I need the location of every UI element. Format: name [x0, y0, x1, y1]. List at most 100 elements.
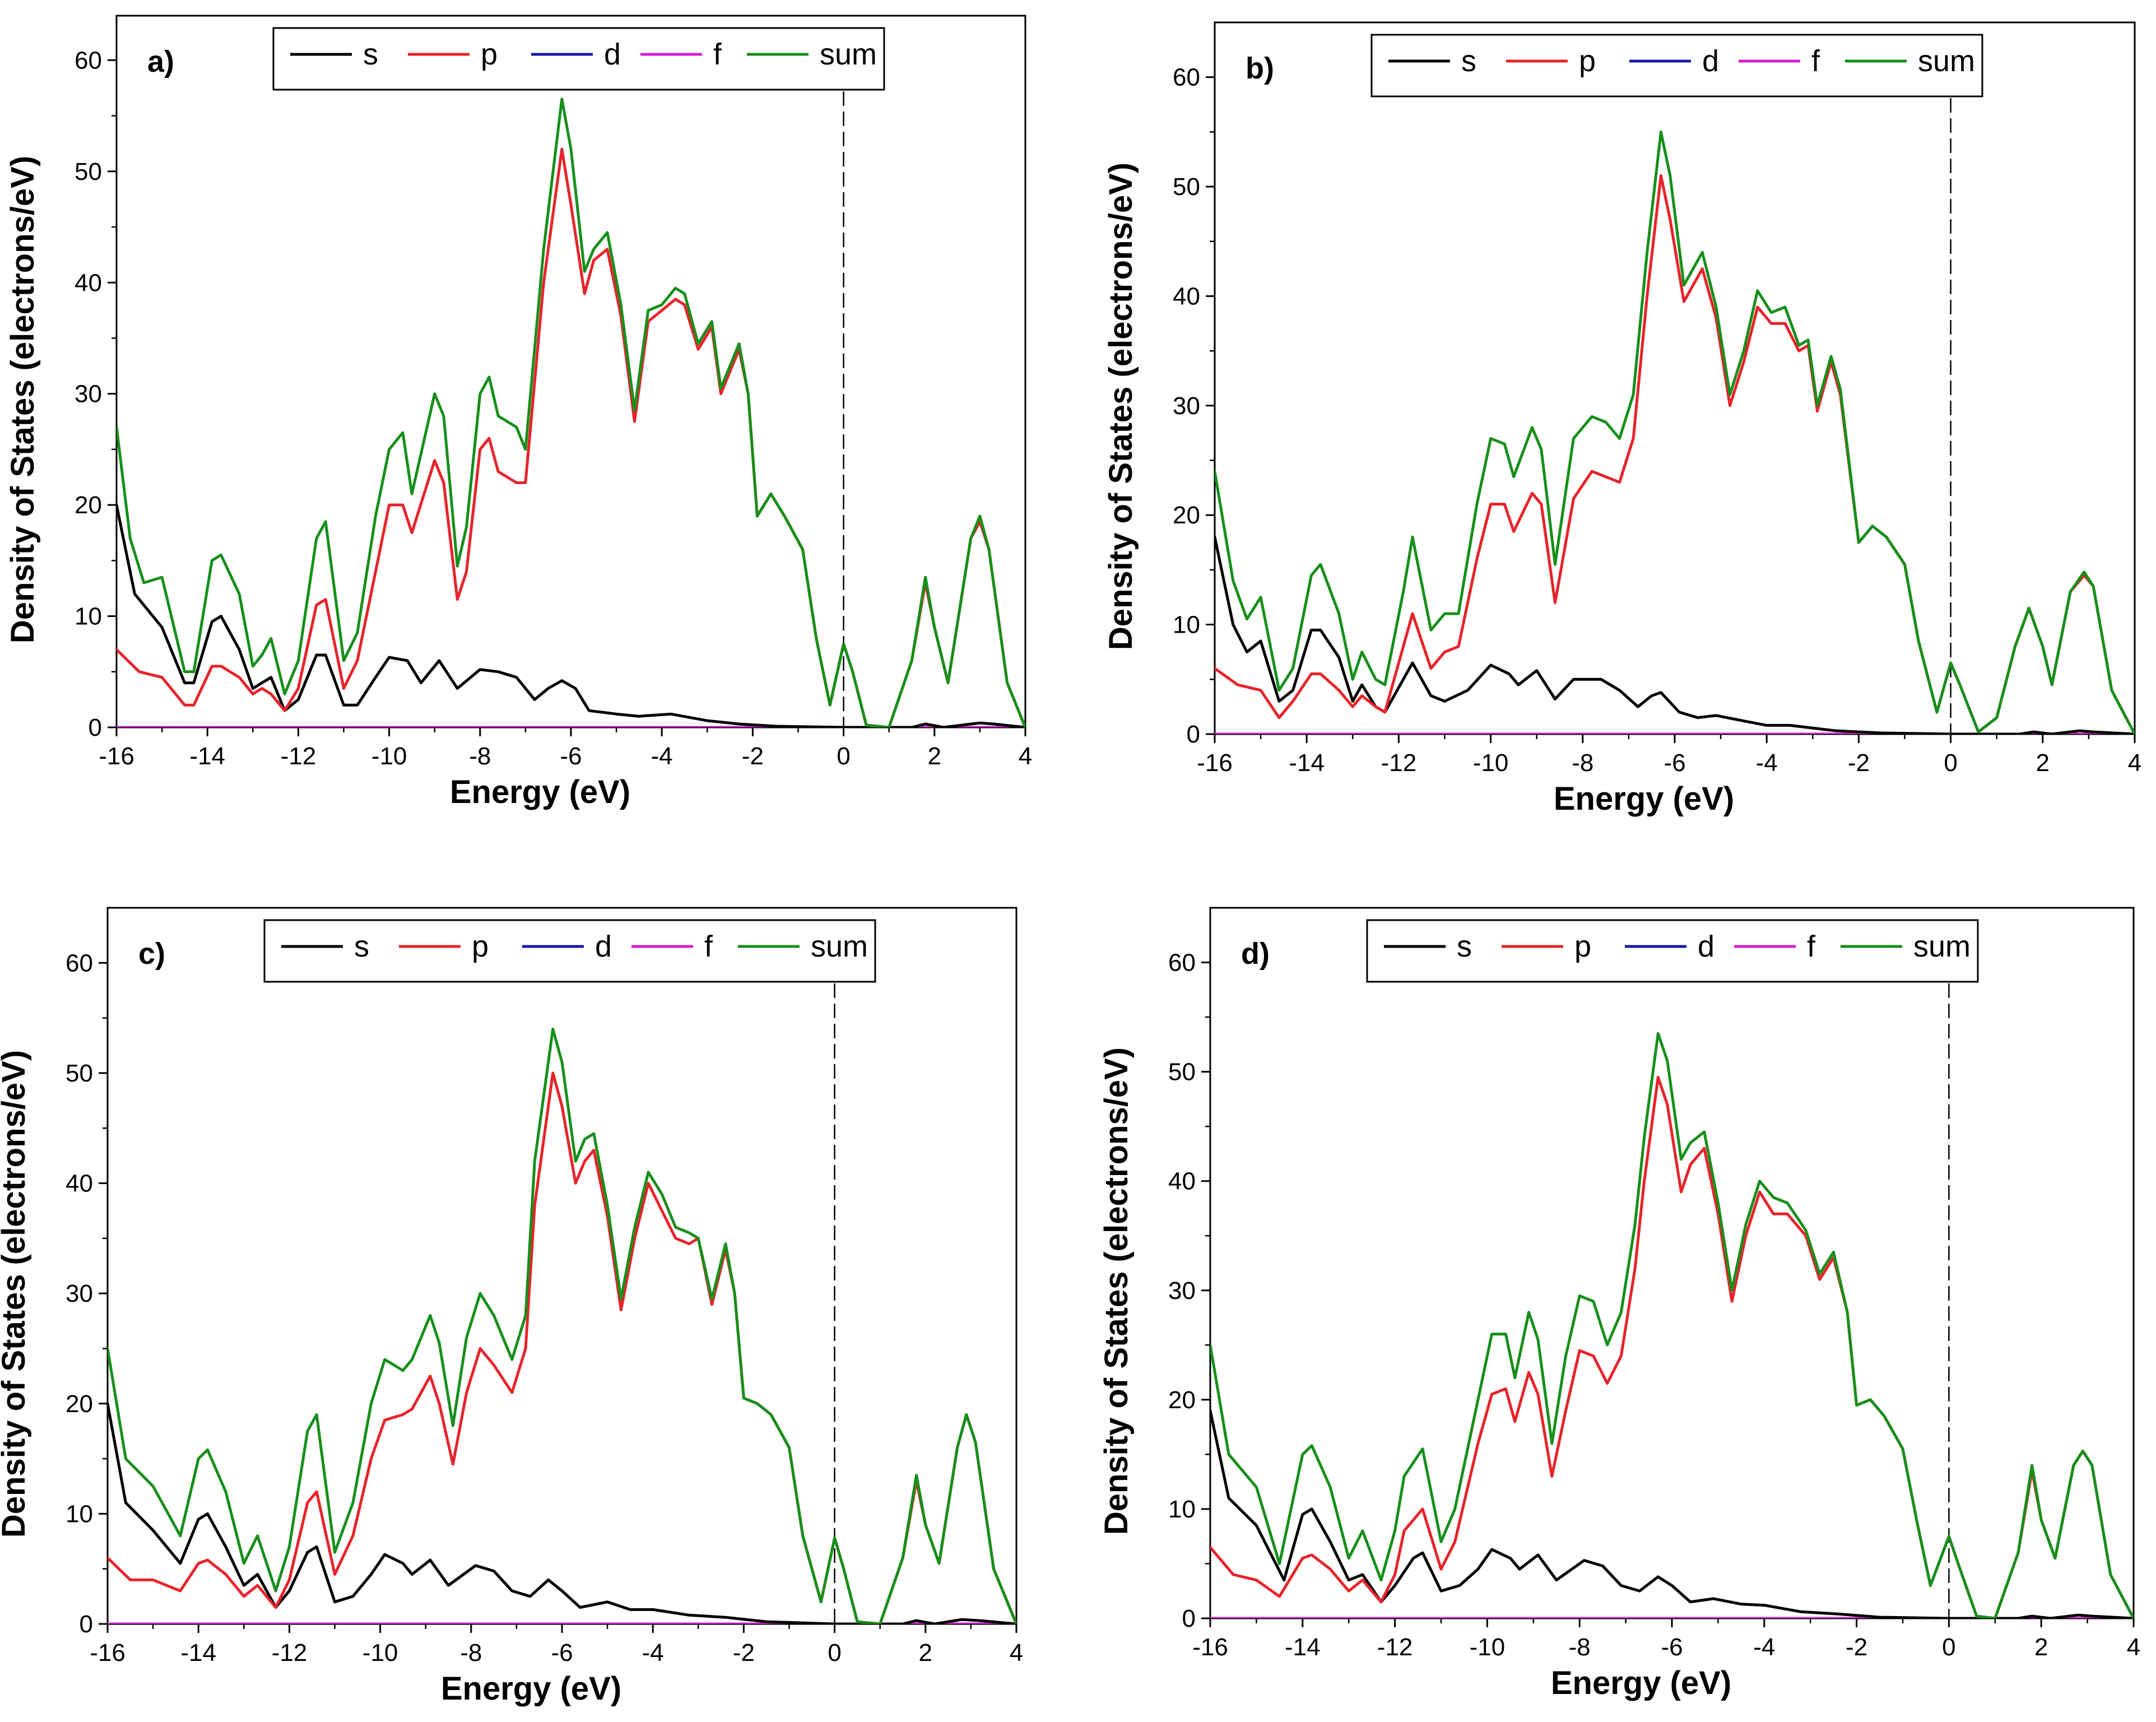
x-tick-label: -2: [1846, 1633, 1867, 1661]
y-tick-label: 10: [66, 1500, 93, 1528]
x-tick-label: -10: [371, 742, 407, 770]
legend-label-sum: sum: [820, 38, 877, 71]
x-axis-title: Energy (eV): [1551, 1665, 1731, 1701]
series-s-line: [1210, 1409, 2134, 1618]
x-tick-label: -12: [281, 742, 317, 770]
x-tick-label: 2: [2034, 1633, 2048, 1661]
x-tick-label: 4: [1010, 1639, 1023, 1667]
x-tick-label: -12: [272, 1639, 308, 1667]
x-tick-label: -4: [642, 1639, 664, 1667]
x-tick-label: -8: [469, 742, 491, 770]
x-tick-label: 2: [919, 1639, 932, 1667]
x-tick-label: 0: [837, 742, 850, 770]
legend-label-sum: sum: [1918, 44, 1975, 78]
legend-label-s: s: [1457, 930, 1472, 963]
legend-label-d: d: [604, 38, 621, 71]
legend: s p d f sum: [1370, 34, 1983, 98]
x-tick-label: -10: [1470, 1633, 1506, 1661]
x-axis-title: Energy (eV): [441, 1670, 621, 1707]
x-tick-label: -6: [1661, 1633, 1683, 1661]
x-axis-title: Energy (eV): [450, 774, 630, 810]
legend-label-f: f: [1807, 930, 1816, 963]
chart-panel-3: -16 -14 -12 -10 -8 -6 -4 -2 0 2 40102030405060Ener…: [0, 907, 1023, 1707]
x-tick-label: 4: [2127, 1633, 2140, 1661]
x-tick-label: -8: [460, 1639, 482, 1667]
y-tick-label: 50: [1173, 173, 1200, 201]
legend-label-p: p: [1579, 44, 1596, 78]
y-tick-label: 10: [1173, 611, 1200, 639]
x-tick-label: 2: [928, 742, 941, 770]
legend-label-f: f: [704, 930, 713, 963]
legend-box: [1366, 919, 1979, 983]
y-tick-label: 60: [1173, 64, 1200, 91]
series-s-line: [117, 503, 1025, 727]
legend-label-p: p: [472, 930, 489, 963]
chart-panel-1: -16 -14 -12 -10 -8 -6 -4 -2 0 2 40102030405060Ener…: [4, 15, 1032, 810]
legend-label-s: s: [1461, 44, 1476, 78]
legend-label-s: s: [354, 930, 369, 963]
chart-panel-4: -16 -14 -12 -10 -8 -6 -4 -2 0 2 40102030405060Ener…: [1098, 907, 2140, 1701]
x-tick-label: 0: [828, 1639, 841, 1667]
series-sum-line: [108, 1027, 1016, 1624]
x-tick-label: -14: [1289, 749, 1325, 777]
y-tick-label: 20: [66, 1390, 93, 1418]
x-tick-label: -6: [560, 742, 582, 770]
y-axis-title: Density of States (electrons/eV): [0, 1050, 32, 1538]
x-tick-label: 4: [1019, 742, 1032, 770]
plot-frame: [115, 15, 1026, 728]
x-tick-label: 0: [1944, 749, 1957, 777]
series-p-line: [1215, 174, 2135, 734]
panel-label: c): [138, 937, 165, 971]
x-tick-label: -14: [1285, 1633, 1321, 1661]
series-sum-line: [117, 98, 1025, 727]
legend-label-p: p: [1574, 930, 1591, 963]
y-tick-label: 10: [1168, 1496, 1196, 1523]
x-tick-label: -12: [1381, 749, 1417, 777]
panel-label: d): [1241, 937, 1270, 971]
legend: s p d f sum: [272, 27, 885, 91]
x-tick-label: -2: [733, 1639, 755, 1667]
y-tick-label: 20: [1173, 502, 1200, 529]
x-tick-label: -4: [651, 742, 673, 770]
x-tick-label: -8: [1572, 749, 1593, 777]
legend-box: [1370, 34, 1983, 98]
y-tick-label: 0: [89, 714, 102, 741]
y-tick-label: 20: [1168, 1386, 1196, 1414]
x-tick-label: -2: [742, 742, 764, 770]
series-sum-line: [1210, 1032, 2134, 1618]
y-tick-label: 30: [1168, 1277, 1196, 1305]
series-s-line: [108, 1402, 1016, 1624]
x-tick-label: -16: [90, 1639, 126, 1667]
y-tick-label: 60: [1168, 949, 1196, 977]
y-tick-label: 50: [66, 1060, 93, 1087]
panel-label: b): [1246, 52, 1274, 85]
x-tick-label: -4: [1756, 749, 1778, 777]
y-tick-label: 30: [1173, 392, 1200, 420]
series-p-line: [108, 1071, 1016, 1624]
x-tick-label: 2: [2036, 749, 2050, 777]
x-tick-label: -6: [1664, 749, 1685, 777]
y-tick-label: 60: [66, 949, 93, 977]
y-tick-label: 40: [66, 1170, 93, 1197]
x-tick-label: -14: [189, 742, 225, 770]
x-tick-label: -6: [551, 1639, 573, 1667]
y-tick-label: 40: [75, 269, 102, 296]
x-tick-label: -14: [180, 1639, 216, 1667]
series-s-line: [1215, 535, 2135, 734]
legend-label-p: p: [481, 38, 498, 71]
legend-label-sum: sum: [811, 930, 868, 963]
legend-label-d: d: [595, 930, 612, 963]
x-tick-label: -16: [1192, 1633, 1228, 1661]
legend-label-s: s: [363, 38, 378, 71]
plot-frame: [106, 907, 1017, 1625]
y-tick-label: 0: [1182, 1605, 1196, 1632]
x-tick-label: -12: [1377, 1633, 1413, 1661]
legend-label-f: f: [1811, 44, 1820, 78]
y-tick-label: 30: [75, 380, 102, 408]
y-tick-label: 50: [1168, 1059, 1196, 1086]
series-sum-line: [1215, 130, 2135, 734]
y-tick-label: 30: [66, 1280, 93, 1307]
x-tick-label: -4: [1753, 1633, 1775, 1661]
x-tick-label: 0: [1942, 1633, 1955, 1661]
